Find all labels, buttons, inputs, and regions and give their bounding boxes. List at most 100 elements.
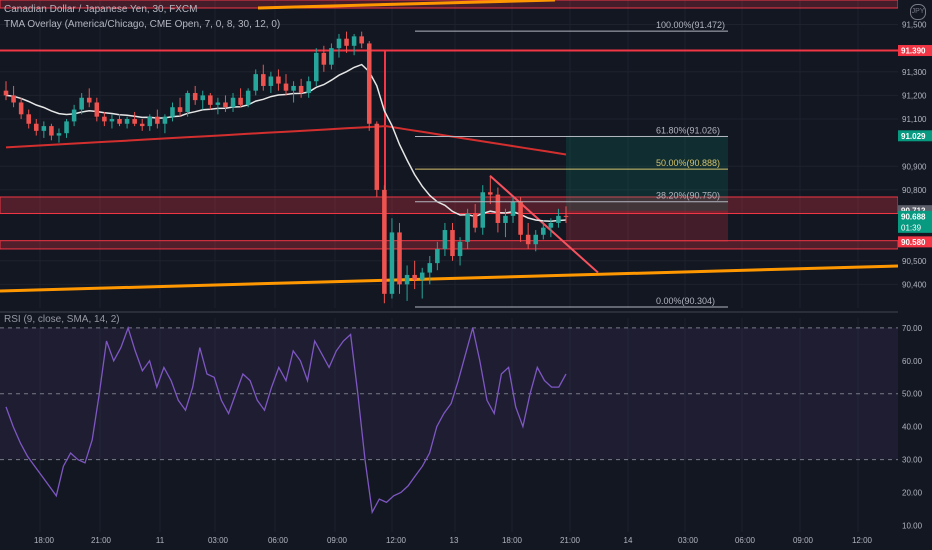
price-tag-label: 91.029: [901, 132, 926, 141]
candle-body: [374, 123, 380, 190]
candle-body: [94, 102, 100, 117]
price-tick-label: 90,900: [902, 162, 927, 171]
price-tick-label: 91,300: [902, 68, 927, 77]
time-tick-label: 12:00: [386, 536, 407, 545]
candle-body: [518, 201, 523, 235]
time-tick-label: 09:00: [327, 536, 348, 545]
price-tag-label: 91.390: [901, 47, 926, 56]
candle-body: [533, 234, 538, 245]
time-axis[interactable]: 18:00 21:00 11 03:00 06:00 09:00 12:00 13 18:00 2…: [0, 532, 932, 550]
price-tag-label: 90.688: [901, 212, 926, 221]
candles: [3, 31, 569, 304]
time-tick-label: 13: [450, 536, 459, 545]
time-tick-label: 11: [156, 536, 165, 545]
rsi-tick-label: 60.00: [902, 357, 923, 366]
price-tag[interactable]: [898, 236, 932, 248]
candle-body: [283, 83, 289, 91]
candle-body: [124, 119, 130, 124]
rsi-line: [5, 325, 567, 515]
descending-trendline[interactable]: [489, 174, 599, 274]
candle-body: [18, 102, 24, 115]
time-tick-label: 18:00: [34, 536, 55, 545]
ascending-trendline[interactable]: [0, 264, 899, 293]
candle-body: [563, 215, 569, 217]
candle-body: [427, 263, 433, 273]
candle-body: [102, 116, 107, 122]
candle-body: [419, 272, 425, 280]
candle-body: [26, 114, 31, 124]
price-axis-bg: [898, 0, 932, 550]
candle-body: [177, 107, 183, 112]
candle-body: [382, 189, 387, 294]
candle-body: [238, 97, 243, 105]
grid: [0, 0, 932, 532]
candle-body: [223, 102, 228, 108]
candle-body: [389, 232, 395, 294]
candle-body: [79, 97, 84, 110]
candle-body: [457, 241, 463, 257]
target-zone: [566, 135, 728, 211]
candle-body: [86, 97, 92, 103]
candle-body: [321, 52, 327, 65]
fib-level-label: 61.80%(91.026): [656, 126, 720, 136]
candle-body: [3, 90, 9, 96]
candle-body: [117, 119, 122, 124]
rsi-tick-label: 70.00: [902, 324, 923, 333]
lower-demand-zone: [0, 240, 899, 250]
price-tag[interactable]: [898, 205, 932, 217]
slow-moving-average: [5, 125, 567, 156]
time-tick-label: 06:00: [735, 536, 756, 545]
candle-body: [147, 116, 153, 127]
candle-body: [359, 36, 364, 44]
upper-trendline[interactable]: [257, 0, 556, 10]
candle-body: [109, 119, 115, 122]
rsi-tick-label: 50.00: [902, 390, 923, 399]
candle-body: [442, 230, 448, 249]
currency-icon[interactable]: JPY: [910, 4, 926, 20]
time-tick-label: 14: [624, 536, 633, 545]
candle-body: [472, 213, 478, 228]
candle-body: [525, 234, 531, 245]
price-axis[interactable]: 91,500 91,300 91,200 91,100 90,900 90,800 90,5…: [898, 0, 932, 550]
candle-body: [412, 274, 417, 280]
bar-countdown: 01:39: [901, 223, 922, 232]
candle-body: [208, 95, 213, 105]
candle-body: [503, 215, 508, 223]
rsi-legend[interactable]: RSI (9, close, SMA, 14, 2): [4, 314, 120, 325]
candle-body: [11, 95, 16, 103]
candle-body: [132, 119, 137, 124]
symbol-legend[interactable]: Canadian Dollar / Japanese Yen, 30, FXCM: [4, 4, 198, 15]
price-tag[interactable]: [898, 45, 932, 57]
price-tick-label: 90,500: [902, 257, 927, 266]
candle-body: [245, 90, 251, 105]
candle-body: [541, 227, 546, 235]
candle-body: [49, 126, 54, 136]
fibonacci-retracement[interactable]: 100.00%(91.472) 61.80%(91.026) 50.00%(90.8…: [415, 20, 728, 308]
price-tag[interactable]: [898, 210, 932, 233]
candle-body: [329, 48, 334, 65]
candle-body: [230, 97, 236, 108]
candle-body: [64, 121, 69, 134]
candle-body: [291, 85, 296, 91]
price-tag-label: 90.580: [901, 238, 926, 247]
fib-level-label: 100.00%(91.472): [656, 20, 725, 30]
time-tick-label: 18:00: [502, 536, 523, 545]
candle-body: [56, 133, 62, 136]
candle-body: [185, 93, 190, 112]
price-tick-label: 90,400: [902, 280, 927, 289]
time-tick-label: 21:00: [560, 536, 581, 545]
candle-body: [435, 248, 440, 264]
indicator-legend[interactable]: TMA Overlay (America/Chicago, CME Open, …: [4, 19, 281, 30]
candle-body: [344, 38, 349, 46]
candle-body: [41, 126, 47, 131]
candle-body: [556, 215, 561, 223]
price-tag[interactable]: [898, 130, 932, 142]
time-axis-bg: [0, 532, 932, 550]
time-tick-label: 12:00: [852, 536, 873, 545]
candle-body: [261, 74, 266, 86]
candle-body: [34, 123, 39, 131]
time-tick-label: 09:00: [793, 536, 814, 545]
candle-body: [488, 192, 493, 195]
candle-body: [298, 85, 304, 94]
